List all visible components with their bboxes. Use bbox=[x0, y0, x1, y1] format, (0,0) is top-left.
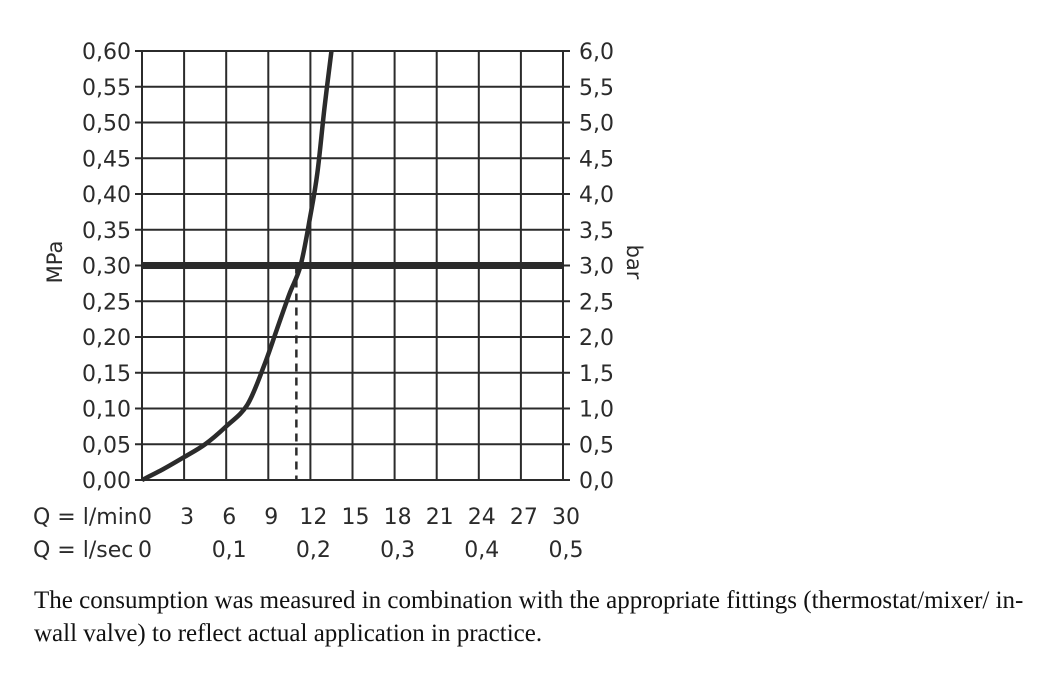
axes bbox=[135, 50, 570, 481]
x-tick-label-lmin: 27 bbox=[510, 505, 538, 530]
y-tick-label-mpa: 0,60 bbox=[82, 40, 131, 65]
x-tick-label-lsec: 0,3 bbox=[380, 538, 415, 563]
y-tick-label-mpa: 0,10 bbox=[82, 398, 131, 423]
y-tick-label-bar: 4,5 bbox=[579, 147, 614, 172]
y-tick-label-mpa: 0,40 bbox=[82, 183, 131, 208]
y-tick-label-bar: 2,0 bbox=[579, 326, 614, 351]
y-tick-label-bar: 1,5 bbox=[579, 362, 614, 387]
x-tick-label-lmin: 3 bbox=[180, 505, 194, 530]
x-tick-label-lmin: 9 bbox=[264, 505, 278, 530]
tick-labels: 0,000,050,100,150,200,250,300,350,400,45… bbox=[33, 40, 646, 563]
y-tick-label-mpa: 0,35 bbox=[82, 219, 131, 244]
x-tick-label-lsec: 0,2 bbox=[296, 538, 331, 563]
x-row-label-lsec: Q = l/sec bbox=[33, 538, 133, 563]
y-tick-label-bar: 6,0 bbox=[579, 40, 614, 65]
x-tick-label-lsec: 0,1 bbox=[212, 538, 247, 563]
y-tick-label-mpa: 0,30 bbox=[82, 255, 131, 280]
flow-curve bbox=[140, 50, 334, 483]
y-tick-label-bar: 0,0 bbox=[579, 469, 614, 494]
y-tick-label-bar: 4,0 bbox=[579, 183, 614, 208]
x-tick-label-lsec: 0,5 bbox=[549, 538, 584, 563]
y-tick-label-bar: 1,0 bbox=[579, 398, 614, 423]
y-tick-label-mpa: 0,50 bbox=[82, 112, 131, 137]
x-tick-label-lsec: 0,4 bbox=[464, 538, 499, 563]
x-tick-label-lsec: 0 bbox=[138, 538, 152, 563]
x-tick-label-lmin: 12 bbox=[299, 505, 327, 530]
y-tick-label-bar: 3,5 bbox=[579, 219, 614, 244]
y-tick-label-bar: 3,0 bbox=[579, 255, 614, 280]
x-tick-label-lmin: 18 bbox=[384, 505, 412, 530]
y-tick-label-mpa: 0,25 bbox=[82, 290, 131, 315]
x-row-label-lmin: Q = l/min bbox=[33, 505, 138, 530]
y-axis-title-mpa: MPa bbox=[43, 241, 67, 284]
y-tick-label-mpa: 0,45 bbox=[82, 147, 131, 172]
x-tick-label-lmin: 6 bbox=[222, 505, 236, 530]
y-tick-label-bar: 5,5 bbox=[579, 76, 614, 101]
x-tick-label-lmin: 15 bbox=[342, 505, 370, 530]
x-tick-label-lmin: 21 bbox=[426, 505, 454, 530]
y-tick-label-bar: 5,0 bbox=[579, 112, 614, 137]
x-tick-label-lmin: 30 bbox=[552, 505, 580, 530]
x-tick-label-lmin: 24 bbox=[468, 505, 496, 530]
series-layer bbox=[140, 50, 563, 483]
y-tick-label-mpa: 0,05 bbox=[82, 433, 131, 458]
y-tick-label-bar: 0,5 bbox=[579, 433, 614, 458]
y-tick-label-mpa: 0,15 bbox=[82, 362, 131, 387]
y-tick-label-mpa: 0,00 bbox=[82, 469, 131, 494]
y-tick-label-bar: 2,5 bbox=[579, 290, 614, 315]
y-axis-title-bar: bar bbox=[622, 245, 646, 280]
flow-pressure-chart: 0,000,050,100,150,200,250,300,350,400,45… bbox=[33, 40, 646, 563]
y-tick-label-mpa: 0,20 bbox=[82, 326, 131, 351]
x-tick-label-lmin: 0 bbox=[138, 505, 152, 530]
caption: The consumption was measured in combinat… bbox=[34, 587, 1024, 647]
y-tick-label-mpa: 0,55 bbox=[82, 76, 131, 101]
